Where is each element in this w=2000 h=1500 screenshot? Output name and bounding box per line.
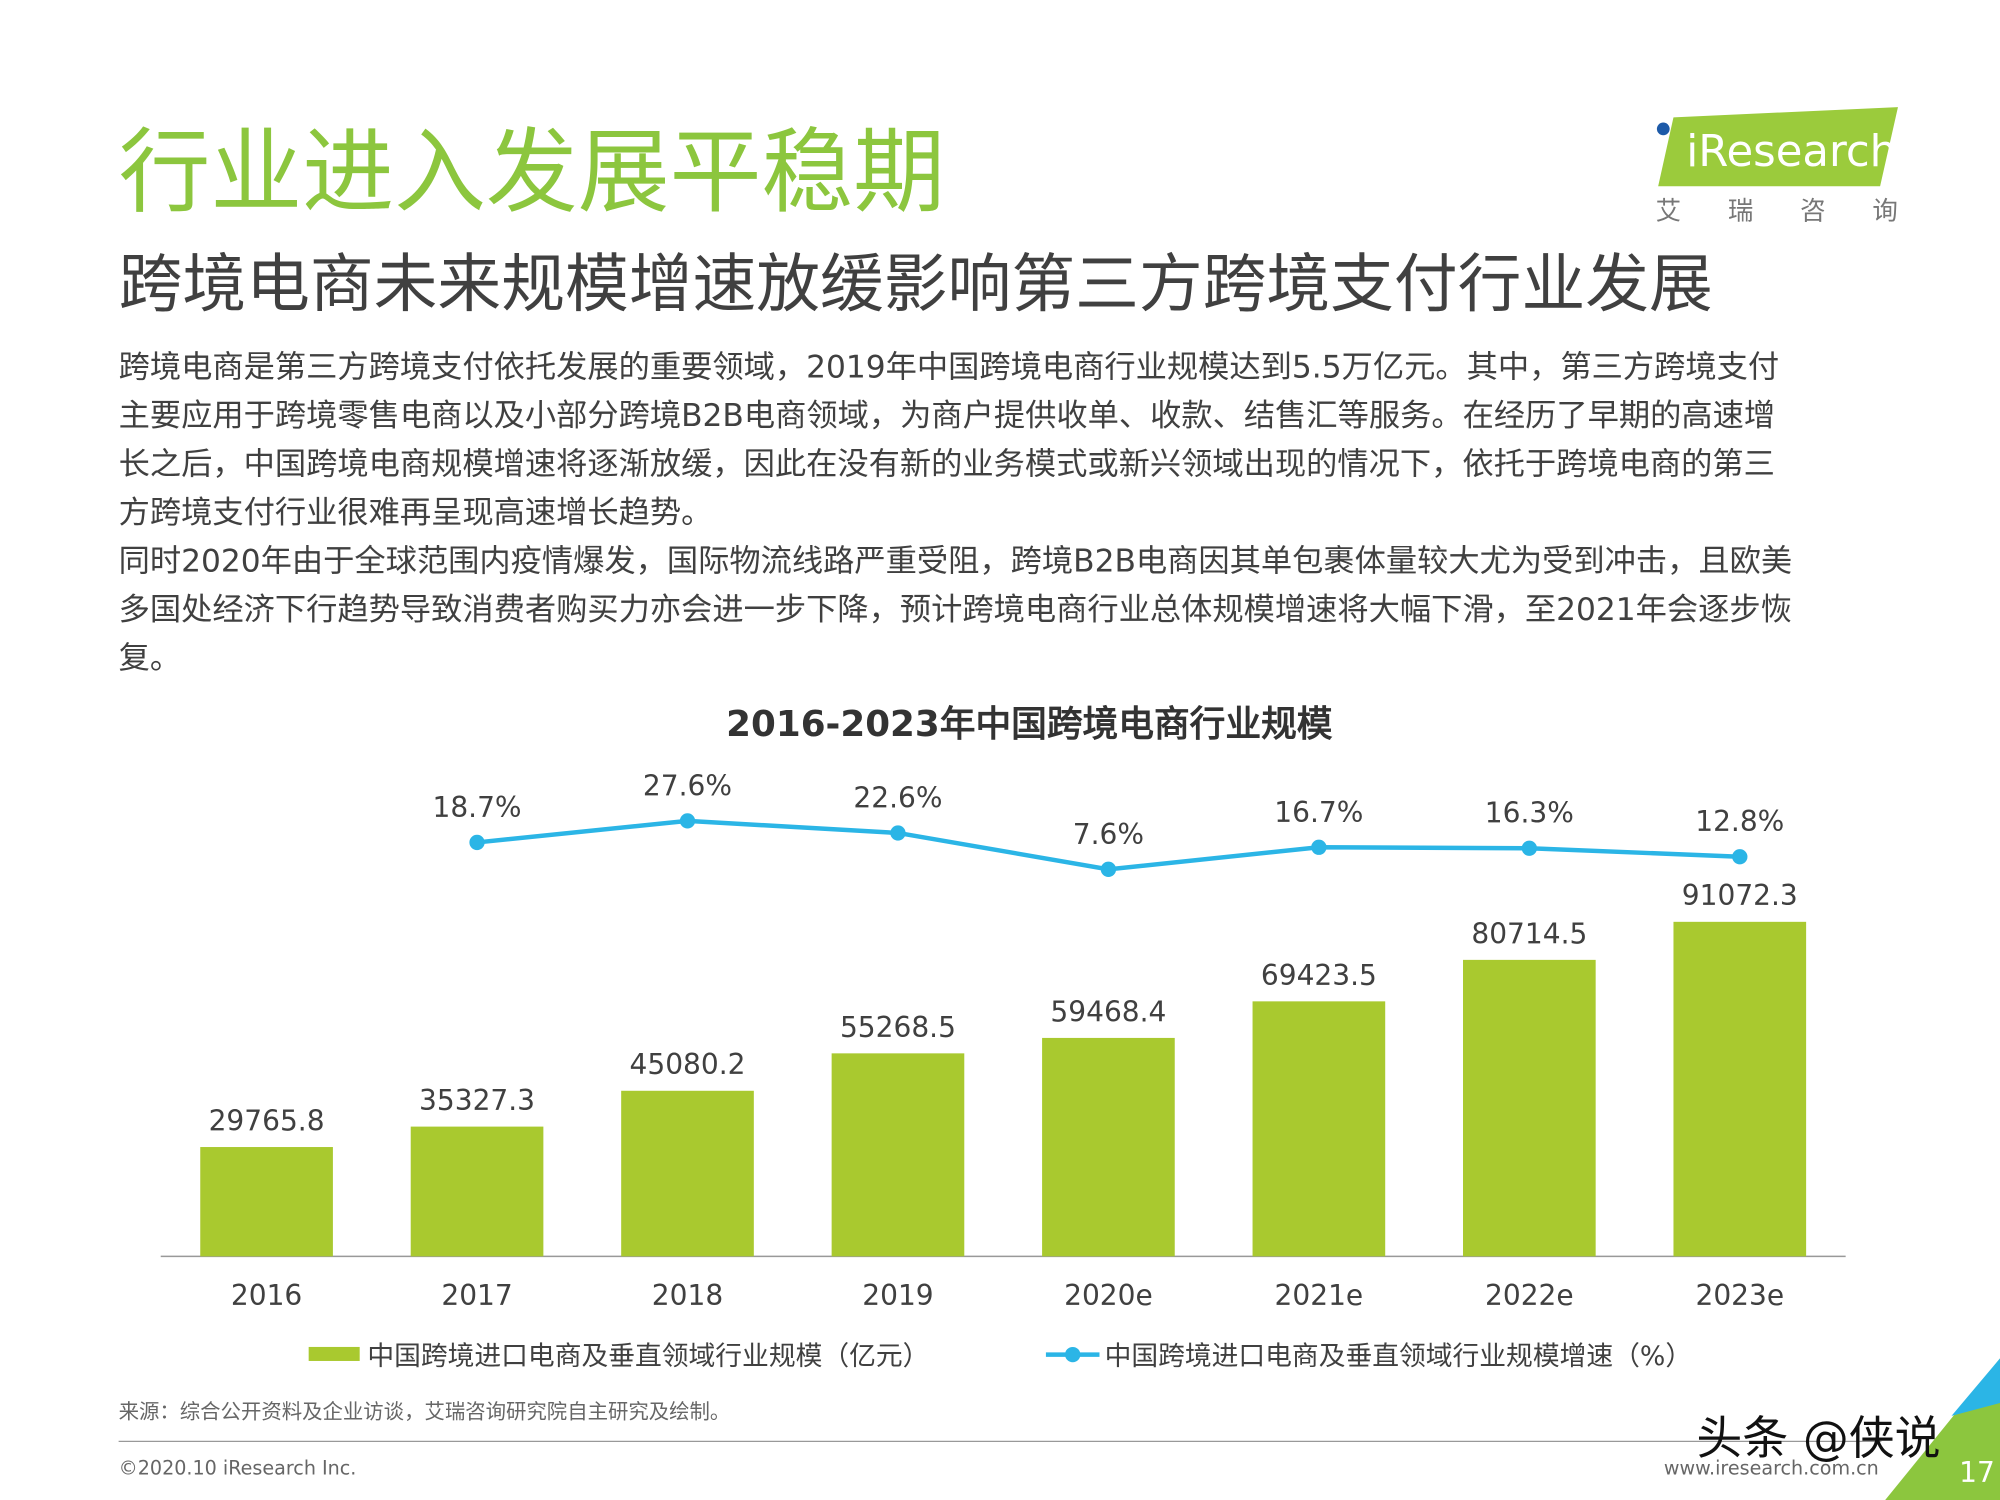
bar [410, 1126, 544, 1257]
bar-value-label: 55268.5 [840, 1011, 956, 1044]
bar-value-label: 80714.5 [1471, 917, 1587, 950]
bar-value-label: 29765.8 [209, 1104, 325, 1137]
body-line: 长之后，中国跨境电商规模增速将逐渐放缓，因此在没有新的业务模式或新兴领域出现的情… [119, 446, 1775, 482]
logo: iResearch [1686, 127, 1897, 177]
body-line: 方跨境支付行业很难再呈现高速增长趋势。 [119, 495, 713, 531]
body-line: 复。 [119, 640, 182, 676]
x-tick-label: 2018 [652, 1279, 723, 1312]
x-tick-label: 2022e [1485, 1279, 1574, 1312]
growth-point [1100, 861, 1117, 877]
body-line: 同时2020年由于全球范围内疫情爆发，国际物流线路严重受阻，跨境B2B电商因其单… [119, 543, 1793, 579]
growth-value-label: 18.7% [432, 791, 521, 824]
subtitle: 跨境电商未来规模增速放缓影响第三方跨境支付行业发展 [119, 248, 1713, 322]
bar [1042, 1037, 1175, 1257]
logo-badge [1658, 107, 1898, 187]
x-tick-label: 2019 [862, 1279, 933, 1312]
logo-dot [1656, 122, 1670, 136]
legend-label: 中国跨境进口电商及垂直领域行业规模增速（%） [1105, 1341, 1693, 1372]
x-tick-label: 2020e [1064, 1279, 1153, 1312]
x-tick-label: 2017 [441, 1279, 512, 1312]
legend-swatch [308, 1346, 360, 1361]
body-line: 多国处经济下行趋势导致消费者购买力亦会进一步下降，预计跨境电商行业总体规模增速将… [119, 592, 1792, 628]
x-tick-label: 2021e [1275, 1279, 1364, 1312]
x-tick-label: 2023e [1695, 1279, 1784, 1312]
bar-value-label: 45080.2 [630, 1048, 746, 1081]
growth-point [890, 825, 906, 841]
copyright: ©2020.10 iResearch Inc. [119, 1456, 357, 1479]
growth-value-label: 16.7% [1274, 796, 1363, 829]
growth-point [1732, 849, 1748, 865]
chart: 2016 2017 2018 2019 2020e 2021e 2022e 2023e 2976… [160, 769, 1846, 1372]
growth-value-label: 7.6% [1073, 818, 1144, 851]
bar [831, 1053, 965, 1257]
body-line: 跨境电商是第三方跨境支付依托发展的重要领域，2019年中国跨境电商行业规模达到5… [119, 350, 1779, 386]
bar-value-label: 69423.5 [1261, 959, 1377, 992]
growth-value-label: 27.6% [643, 769, 732, 802]
body-text: 跨境电商是第三方跨境支付依托发展的重要领域，2019年中国跨境电商行业规模达到5… [119, 350, 1793, 677]
growth-value-label: 22.6% [853, 781, 942, 814]
growth-value-label: 16.3% [1485, 797, 1574, 830]
body-line: 主要应用于跨境零售电商以及小部分跨境B2B电商领域，为商户提供收单、收款、结售汇… [119, 398, 1776, 434]
logo-sub: 艾 瑞 咨 询 [1656, 196, 1898, 226]
page-number: 17 [1959, 1456, 1995, 1489]
x-tick-label: 2016 [231, 1279, 302, 1312]
growth-point [1311, 839, 1327, 855]
legend-swatch-dot [1065, 1346, 1081, 1363]
legend-label: 中国跨境进口电商及垂直领域行业规模（亿元） [367, 1341, 929, 1372]
bar [200, 1147, 333, 1257]
bar [1252, 1001, 1386, 1257]
bar-value-label: 91072.3 [1682, 879, 1798, 912]
bar-value-label: 59468.4 [1050, 995, 1166, 1028]
growth-point [679, 813, 696, 829]
growth-point [1521, 840, 1537, 856]
bar [1463, 959, 1596, 1257]
corner-accent [1951, 1358, 2000, 1416]
source: 来源：综合公开资料及企业访谈，艾瑞咨询研究院自主研究及绘制。 [119, 1399, 731, 1423]
url: www.iresearch.com.cn [1664, 1456, 1879, 1479]
growth-value-label: 12.8% [1695, 805, 1784, 838]
bar [1673, 921, 1807, 1257]
growth-point [469, 834, 485, 851]
title: 行业进入发展平稳期 [119, 119, 945, 226]
bar [621, 1090, 754, 1257]
bar-value-label: 35327.3 [419, 1084, 535, 1117]
chart-title: 2016-2023年中国跨境电商行业规模 [726, 704, 1333, 745]
watermark: 头条 @侠说 [1696, 1411, 1940, 1465]
